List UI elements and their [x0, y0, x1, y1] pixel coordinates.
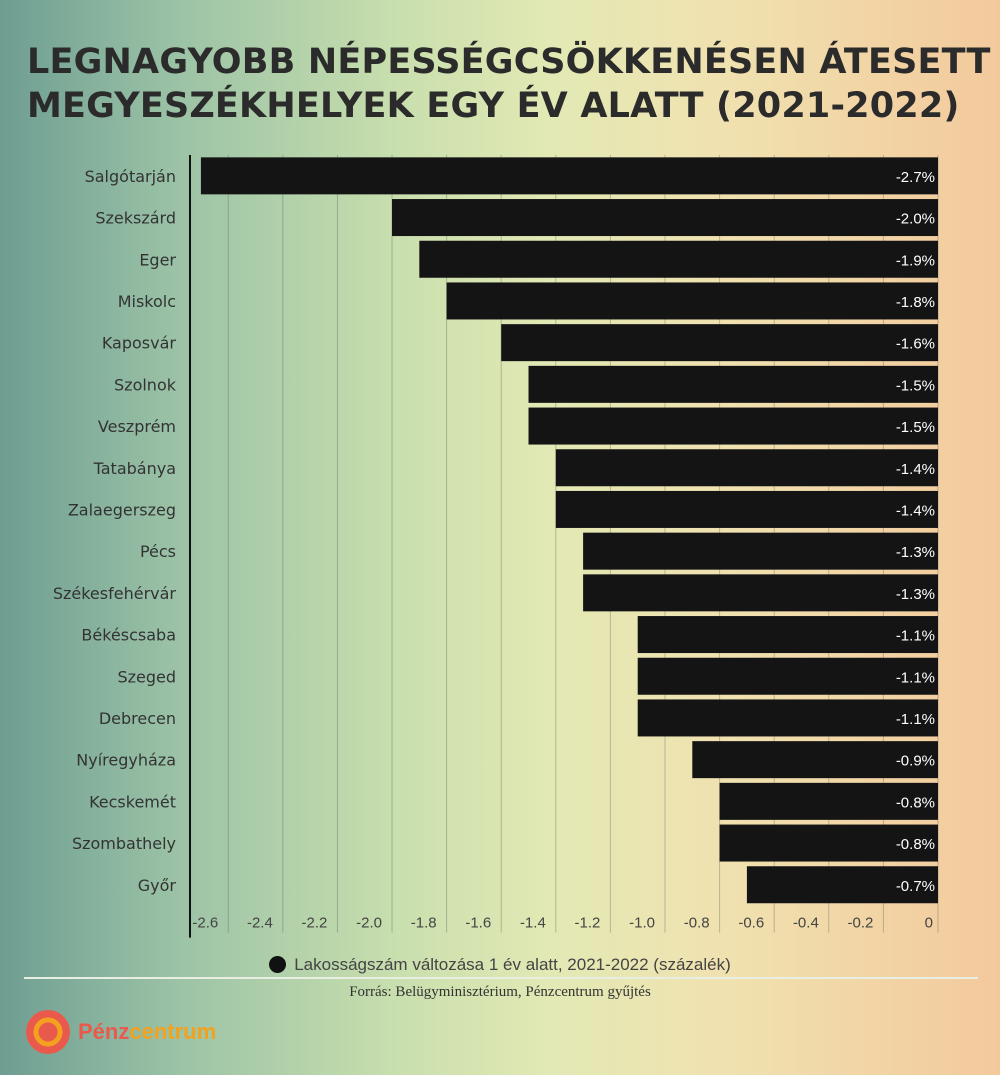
bar	[419, 240, 939, 278]
bar	[583, 574, 938, 612]
data-label: -0.9%	[896, 753, 935, 770]
bar	[719, 824, 938, 862]
x-tick-label: -0.8	[684, 915, 710, 932]
legend: Lakosságszám változása 1 év alatt, 2021-…	[0, 955, 1000, 975]
data-label: -0.7%	[896, 878, 935, 895]
data-label: -1.4%	[896, 502, 935, 519]
x-tick-label: -2.4	[247, 915, 273, 932]
data-label: -1.1%	[896, 669, 935, 686]
bar	[501, 324, 938, 362]
category-label: Zalaegerszeg	[68, 500, 176, 519]
bar	[746, 866, 938, 904]
x-tick-label: -1.8	[411, 915, 437, 932]
data-label: -0.8%	[896, 794, 935, 811]
data-label: -1.9%	[896, 252, 935, 269]
data-label: -1.4%	[896, 461, 935, 478]
category-label: Szolnok	[114, 375, 177, 394]
category-label: Békéscsaba	[81, 626, 176, 645]
source-note: Forrás: Belügyminisztérium, Pénzcentrum …	[349, 984, 651, 1000]
x-tick-label: -1.0	[629, 915, 655, 932]
bar	[583, 532, 938, 570]
category-label: Veszprém	[98, 417, 176, 436]
bar	[446, 282, 938, 320]
x-tick-label: -0.2	[848, 915, 874, 932]
title-line-2: MEGYESZÉKHELYEK EGY ÉV ALATT (2021-2022)	[27, 86, 960, 126]
bar	[528, 365, 938, 403]
data-label: -1.5%	[896, 419, 935, 436]
data-label: -1.6%	[896, 336, 935, 353]
data-label: -1.5%	[896, 377, 935, 394]
x-tick-label: -2.2	[302, 915, 328, 932]
chart-title: LEGNAGYOBB NÉPESSÉGCSÖKKENÉSEN ÁTESETT M…	[27, 40, 991, 128]
category-label: Székesfehérvár	[53, 584, 177, 603]
x-tick-label: 0	[925, 915, 933, 932]
bar	[637, 616, 938, 654]
category-label: Szombathely	[72, 834, 176, 853]
data-label: -1.8%	[896, 294, 935, 311]
bar	[637, 657, 938, 695]
divider	[24, 977, 978, 979]
category-label: Debrecen	[99, 709, 176, 728]
bar	[692, 741, 938, 779]
legend-label: Lakosságszám változása 1 év alatt, 2021-…	[294, 955, 731, 974]
bar-chart: -2.6 -2.4 -2.2 -2.0 -1.8 -1.6 -1.4 -1.2 -1.0 -0.8…	[53, 155, 939, 938]
data-label: -1.3%	[896, 544, 935, 561]
x-tick-label: -0.6	[738, 915, 764, 932]
data-label: -2.7%	[896, 169, 935, 186]
legend-marker	[269, 956, 287, 973]
x-tick-label: -1.6	[465, 915, 491, 932]
bar	[555, 449, 938, 487]
bar	[392, 199, 938, 237]
data-label: -1.3%	[896, 586, 935, 603]
bar	[528, 407, 938, 445]
category-label: Győr	[138, 876, 177, 895]
category-label: Nyíregyháza	[76, 751, 176, 770]
data-label: -1.1%	[896, 628, 935, 645]
title-line-1: LEGNAGYOBB NÉPESSÉGCSÖKKENÉSEN ÁTESETT	[27, 42, 991, 82]
data-label: -1.1%	[896, 711, 935, 728]
category-label: Kaposvár	[102, 334, 177, 353]
category-label: Kecskemét	[89, 792, 176, 811]
category-label: Salgótarján	[85, 167, 176, 186]
logo: Pénz centrum	[24, 1008, 216, 1056]
category-label: Eger	[139, 250, 176, 269]
x-tick-label: -0.4	[793, 915, 819, 932]
x-tick-label: -2.6	[192, 915, 218, 932]
data-label: -0.8%	[896, 836, 935, 853]
category-label: Tatabánya	[93, 459, 176, 478]
bar	[637, 699, 938, 737]
bar	[555, 490, 938, 528]
x-tick-label: -1.4	[520, 915, 546, 932]
bar	[200, 157, 939, 195]
category-label: Szekszárd	[95, 209, 176, 228]
bar	[719, 782, 938, 820]
x-tick-label: -2.0	[356, 915, 382, 932]
data-label: -2.0%	[896, 211, 935, 228]
category-label: Pécs	[140, 542, 176, 561]
category-label: Miskolc	[118, 292, 176, 311]
category-label: Szeged	[117, 667, 176, 686]
x-tick-label: -1.2	[575, 915, 601, 932]
logo-icon	[26, 1010, 70, 1054]
